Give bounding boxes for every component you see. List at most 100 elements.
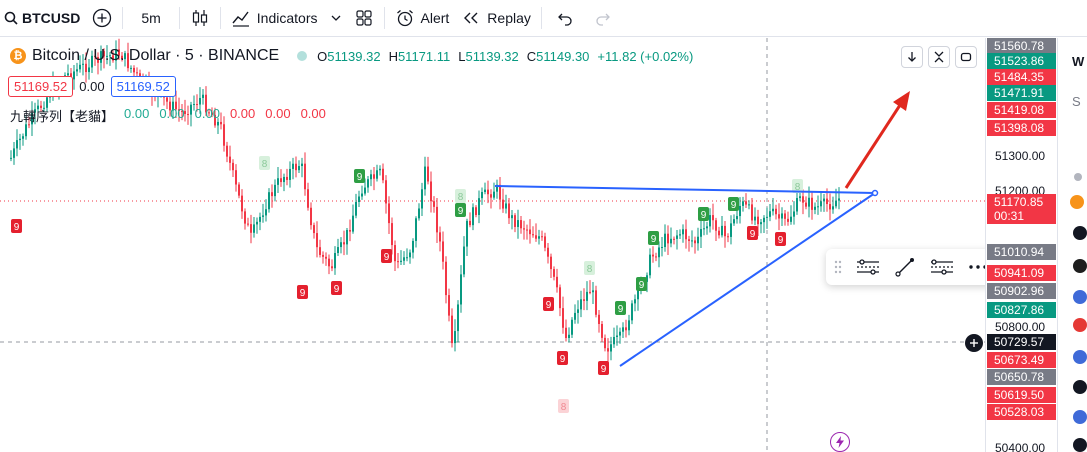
candle-body [670, 238, 672, 244]
high-value: 51171.11 [397, 48, 451, 64]
symbol-search-button[interactable]: BTCUSD [0, 0, 86, 37]
indicators-dropdown[interactable] [324, 0, 348, 37]
watchlist-item-icon[interactable] [1073, 438, 1087, 452]
watchlist-item-icon[interactable] [1073, 318, 1087, 332]
td-marker-badge [354, 169, 365, 183]
watchlist-item-icon[interactable] [1073, 350, 1087, 364]
watchlist-header-fragment: W [1072, 54, 1085, 69]
candle-body [535, 235, 537, 239]
compare-symbol-button[interactable] [86, 0, 118, 37]
candle-body [499, 184, 501, 200]
candle-body [760, 222, 762, 225]
td-marker-badge [698, 207, 709, 221]
candle-body [433, 201, 435, 207]
candle-body [823, 198, 825, 202]
line-style-icon[interactable] [930, 257, 954, 277]
candle-body [589, 291, 591, 293]
candle-body [319, 247, 321, 255]
chart-pane[interactable]: 9 9 9 9 9 9 9 9 9 9 9 9 9 9 9 9 8 8 8 8 8 ₿ Bitcoin / U.S. D… [0, 38, 985, 452]
price-axis-label: 50650.78 [987, 369, 1056, 385]
watchlist-search-fragment[interactable]: S [1072, 94, 1081, 109]
plus-icon [93, 8, 112, 28]
candle-body [514, 215, 516, 227]
buy-button[interactable]: 51169.52 [110, 76, 176, 97]
chart-type-button[interactable] [184, 0, 216, 37]
watchlist-item-icon[interactable] [1073, 226, 1087, 240]
candle-body [742, 201, 744, 206]
candle-body [367, 179, 369, 188]
candle-body [736, 216, 738, 220]
sell-button[interactable]: 51169.52 [8, 76, 74, 97]
candle-body [349, 230, 351, 232]
watchlist-item-icon[interactable] [1073, 259, 1087, 273]
candle-body [682, 229, 684, 235]
watchlist-item-icon[interactable] [1070, 195, 1084, 209]
watchlist-item-icon[interactable] [1074, 173, 1082, 181]
candle-body [136, 72, 138, 74]
replay-icon [464, 12, 478, 24]
candle-body [304, 163, 306, 190]
add-plus-button[interactable] [965, 334, 983, 352]
redo-button[interactable] [584, 0, 622, 37]
buy-sell-panel: 51169.52 0.00 51169.52 [8, 76, 176, 97]
line-tool-icon[interactable] [894, 256, 916, 278]
undo-button[interactable] [546, 0, 584, 37]
candle-body [565, 327, 567, 339]
more-options-icon[interactable] [968, 264, 985, 270]
watchlist-item-icon[interactable] [1073, 410, 1087, 424]
drag-handle-icon[interactable] [834, 259, 842, 275]
trendline-anchor [871, 189, 879, 197]
lightning-icon [836, 436, 844, 448]
candle-body [418, 208, 420, 219]
candle-body [811, 197, 813, 210]
collapse-button[interactable] [928, 46, 950, 68]
candle-body [286, 176, 288, 180]
candle-body [292, 163, 294, 169]
candle-body [838, 198, 840, 201]
scroll-down-button[interactable] [901, 46, 923, 68]
price-chart[interactable]: 9 9 9 9 9 9 9 9 9 9 9 9 9 9 9 9 8 8 8 8 8 [0, 38, 985, 452]
candle-body [832, 206, 834, 210]
td-marker-badge [598, 361, 609, 375]
candle-body [79, 64, 81, 70]
candle-body [82, 63, 84, 65]
candle-body [427, 166, 429, 182]
interval-button[interactable]: 5m [127, 0, 174, 37]
candle-body [271, 192, 273, 197]
candle-body [775, 208, 777, 215]
price-axis-label: 51560.78 [987, 38, 1056, 54]
layout-button[interactable] [348, 0, 380, 37]
candle-body [124, 53, 126, 60]
candle-body [289, 168, 291, 180]
price-axis-label: 50673.49 [987, 352, 1056, 368]
indicator-legend[interactable]: 九轉序列【老貓】 0.00 0.00 0.00 0.00 0.00 0.00 [10, 106, 326, 125]
alert-button[interactable]: Alert [389, 0, 456, 37]
candle-body [445, 261, 447, 296]
indicator-value: 0.00 [300, 106, 326, 121]
candle-body [676, 235, 678, 239]
replay-button[interactable]: Replay [455, 0, 537, 37]
candle-body [313, 225, 315, 234]
price-axis-label: 50902.96 [987, 283, 1056, 299]
candle-body [508, 203, 510, 219]
td-marker-label: 8 [458, 192, 464, 203]
td-marker-label: 8 [262, 159, 268, 170]
maximize-button[interactable] [955, 46, 977, 68]
candle-body [268, 192, 270, 210]
candle-body [769, 211, 771, 217]
candle-body [610, 344, 612, 352]
price-scale[interactable]: 51300.00 51200.00 50400.00 51560.78 51523.86… [985, 38, 1057, 452]
candle-body [400, 260, 402, 262]
settings-sliders-icon[interactable] [856, 257, 880, 277]
close-value: 51149.30 [536, 48, 590, 64]
candle-body [421, 189, 423, 209]
flash-news-icon[interactable] [830, 432, 850, 452]
indicators-button[interactable]: Indicators [225, 0, 324, 37]
candle-body [85, 63, 87, 73]
candle-body [298, 166, 300, 171]
candle-body [322, 254, 324, 257]
td-marker-label: 8 [561, 402, 567, 413]
watchlist-item-icon[interactable] [1073, 290, 1087, 304]
watchlist-item-icon[interactable] [1073, 380, 1087, 394]
candle-body [43, 107, 45, 109]
